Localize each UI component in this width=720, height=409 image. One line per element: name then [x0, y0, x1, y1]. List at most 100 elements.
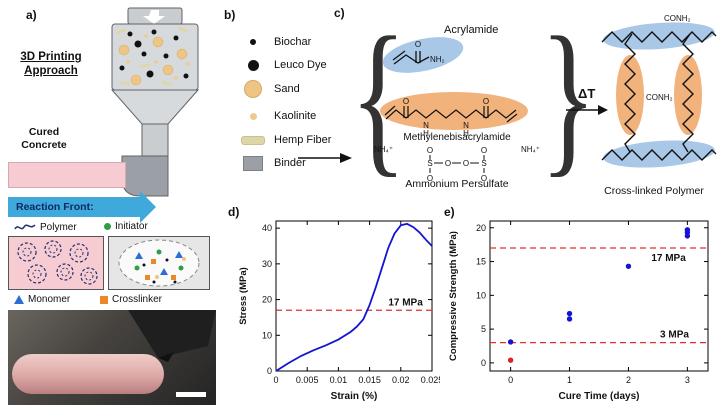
mba-h-left: H	[423, 129, 429, 138]
monomer-triangle-icon	[14, 295, 24, 304]
kaolinite-dot-icon	[249, 112, 257, 120]
svg-text:20: 20	[262, 295, 272, 305]
monomer-structures-illustration: O NH₂ O O N H N H NH₄⁺ NH₄⁺ S S O O O O …	[374, 37, 540, 183]
polymer-coils-illustration	[17, 240, 98, 285]
polymer-label: Polymer	[40, 221, 77, 233]
crosslinked-polymer-illustration: CONH₂ CONH₂	[601, 14, 717, 168]
reaction-front-arrow: Reaction Front:	[8, 197, 140, 217]
crosslink-highlight-left	[616, 55, 644, 135]
printing-approach-title: 3D Printing Approach	[20, 51, 82, 78]
svg-text:0.01: 0.01	[330, 375, 348, 385]
svg-text:20: 20	[476, 223, 486, 233]
monomer-mixture-box	[108, 236, 210, 290]
svg-text:0: 0	[273, 375, 278, 385]
svg-text:0.02: 0.02	[392, 375, 410, 385]
legend-polymer: Polymer	[14, 221, 77, 233]
svg-text:0: 0	[508, 375, 513, 385]
acrylamide-nh2: NH₂	[430, 55, 445, 64]
cured-concrete-tube	[8, 162, 126, 188]
mba-h-right: H	[463, 129, 469, 138]
panel-b-label: b)	[224, 8, 236, 22]
aps-o-mid1: O	[445, 159, 451, 168]
svg-text:Cure Time (days): Cure Time (days)	[559, 391, 640, 402]
sand-label: Sand	[274, 83, 300, 95]
svg-text:17 MPa: 17 MPa	[388, 297, 423, 308]
printer-nozzle-illustration	[110, 7, 200, 197]
mba-o-left: O	[403, 97, 409, 106]
legend-item-kaolinite: Kaolinite	[240, 106, 316, 126]
panel-c-label: c)	[334, 6, 345, 20]
crosslinker-square-icon	[100, 295, 108, 304]
aps-nh4-right: NH₄⁺	[521, 145, 540, 154]
svg-text:0: 0	[481, 358, 486, 368]
photo-nozzle-tip	[128, 310, 216, 362]
leuco-dye-label: Leuco Dye	[274, 59, 327, 71]
legend-item-binder: Binder	[240, 153, 306, 173]
aps-o-bottom-left: O	[427, 174, 433, 183]
binder-icon	[243, 155, 263, 171]
hopper-particles	[116, 26, 190, 86]
polymer-chain-highlight-bottom	[603, 140, 715, 168]
crosslinked-polymer-label: Cross-linked Polymer	[604, 185, 704, 197]
svg-text:40: 40	[262, 223, 272, 233]
cured-concrete-label: Cured Concrete	[21, 126, 67, 151]
monomer-label: Monomer	[28, 294, 71, 305]
mba-n-right: N	[463, 121, 469, 130]
printed-cylinder	[12, 354, 164, 394]
svg-text:10: 10	[476, 290, 486, 300]
legend-monomer: Monomer	[14, 294, 70, 305]
close-brace: }	[540, 1, 597, 192]
conh2-mid: CONH₂	[646, 93, 673, 102]
panel-a-label: a)	[26, 8, 37, 22]
legend-item-biochar: Biochar	[240, 32, 311, 52]
aps-o-bottom-right: O	[481, 174, 487, 183]
scale-bar	[176, 392, 206, 397]
initiator-dot-icon	[104, 223, 111, 230]
svg-text:15: 15	[476, 257, 486, 267]
aps-o-top-right: O	[481, 146, 487, 155]
aps-label: Ammonium Persulfate	[405, 178, 509, 190]
svg-text:Stress (MPa): Stress (MPa)	[238, 267, 249, 325]
acrylamide-highlight	[382, 37, 464, 73]
biochar-dot-icon	[250, 39, 256, 45]
legend-item-leuco-dye: Leuco Dye	[240, 55, 327, 75]
stress-strain-chart: 0 0.005 0.01 0.015 0.02 0.025 0 10 20 30 40 17 MPa S…	[238, 220, 440, 402]
kaolinite-label: Kaolinite	[274, 110, 317, 122]
svg-text:2: 2	[626, 375, 631, 385]
sand-circle-icon	[244, 80, 262, 98]
initiator-label: Initiator	[115, 221, 148, 232]
acrylamide-o: O	[415, 40, 421, 49]
svg-text:5: 5	[481, 324, 486, 334]
crosslinker-label: Crosslinker	[112, 294, 163, 305]
aps-s-left: S	[427, 159, 432, 168]
open-brace: {	[350, 1, 407, 192]
delta-t-label: ΔT	[578, 86, 596, 101]
hemp-fiber-icon	[241, 135, 265, 145]
aps-o-mid2: O	[463, 159, 469, 168]
svg-text:0.015: 0.015	[358, 375, 381, 385]
crosslink-highlight-right	[674, 55, 702, 135]
reaction-front-arrowhead-icon	[140, 191, 156, 223]
svg-text:3: 3	[685, 375, 690, 385]
reaction-front-label: Reaction Front:	[16, 201, 94, 213]
binder-label: Binder	[274, 157, 306, 169]
polymer-network-box	[8, 236, 104, 290]
printed-sample-photo	[8, 310, 216, 405]
aps-s-right: S	[481, 159, 486, 168]
mba-label: Methylenebisacrylamide	[403, 132, 511, 143]
svg-text:Compressive Strength (MPa): Compressive Strength (MPa)	[448, 231, 459, 361]
aps-nh4-left: NH₄⁺	[374, 145, 393, 154]
polymer-squiggle-icon	[14, 224, 36, 230]
aps-o-top-left: O	[427, 146, 433, 155]
svg-text:17 MPa: 17 MPa	[651, 253, 686, 264]
svg-text:1: 1	[567, 375, 572, 385]
panel-e-label: e)	[444, 205, 455, 219]
polymer-chain-highlight-top	[603, 22, 715, 50]
biochar-label: Biochar	[274, 36, 312, 48]
conh2-top: CONH₂	[664, 14, 691, 23]
svg-text:Strain (%): Strain (%)	[331, 391, 378, 402]
svg-text:0.025: 0.025	[421, 375, 440, 385]
down-arrow-icon	[143, 10, 165, 24]
svg-text:30: 30	[262, 259, 272, 269]
